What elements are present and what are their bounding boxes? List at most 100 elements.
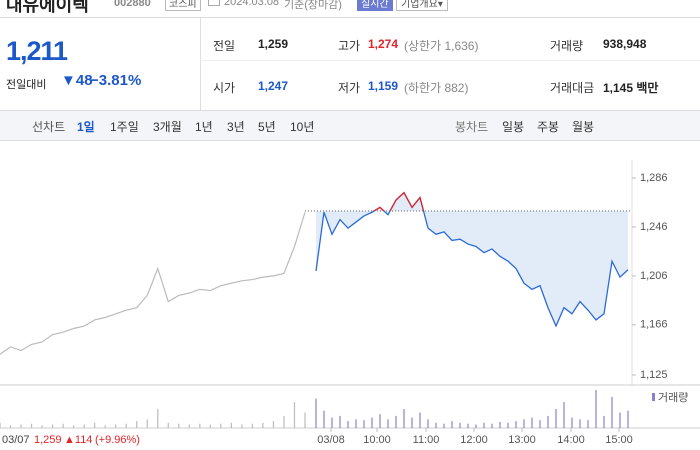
volume-bar <box>188 424 190 428</box>
volume-bar <box>251 423 254 428</box>
volume-bar <box>157 409 159 428</box>
volume-bar <box>41 425 43 428</box>
volume-bar <box>272 421 275 428</box>
stat-value: 938,948 <box>603 37 647 51</box>
stat-label: 거래대금 <box>550 81 595 95</box>
x-tick-label: 12:00 <box>460 434 488 446</box>
volume-bar <box>178 423 180 428</box>
stock-code: 002880 <box>114 0 151 9</box>
volume-bar <box>62 423 64 428</box>
divider <box>200 18 201 110</box>
volume-bar <box>220 423 222 428</box>
prev-change: ▲114 <box>64 434 93 446</box>
candle-tab[interactable]: 일봉 <box>502 120 525 134</box>
volume-bar <box>94 422 96 428</box>
y-tick-label: 1,246 <box>640 221 668 233</box>
stat-value: 1,247 <box>258 79 289 93</box>
y-tick-label: 1,166 <box>640 319 668 331</box>
period-tab[interactable]: 3년 <box>227 120 245 134</box>
divider <box>200 60 700 61</box>
line-chart-label: 선차트 <box>32 120 66 134</box>
volume-bar <box>262 422 264 428</box>
volume-bar <box>230 422 232 428</box>
volume-bar <box>483 422 485 428</box>
realtime-button[interactable]: 실시간 <box>357 0 393 11</box>
period-tab[interactable]: 1년 <box>195 120 213 134</box>
volume-bar <box>619 412 621 428</box>
volume-bar <box>627 410 629 428</box>
volume-bar <box>146 419 148 428</box>
volume-bar <box>293 402 296 428</box>
volume-bar <box>499 421 501 428</box>
stat-value: 1,159 <box>368 79 399 93</box>
change: ▼48 <box>61 72 93 89</box>
stat-label: 거래량 <box>550 39 584 53</box>
y-tick-label: 1,286 <box>640 172 668 184</box>
volume-bar <box>241 424 243 428</box>
volume-bar <box>475 424 477 428</box>
volume-bar <box>104 425 106 428</box>
candle-tab[interactable]: 월봉 <box>572 120 595 134</box>
stat-note: (상한가 1,636) <box>404 39 479 53</box>
volume-bar <box>547 415 549 428</box>
prev-date: 03/07 <box>2 434 30 446</box>
y-tick-label: 1,206 <box>640 270 668 282</box>
volume-bar <box>523 419 525 428</box>
volume-bar <box>199 423 201 428</box>
stat-value: 1,274 <box>368 37 399 51</box>
y-tick-label: 1,125 <box>640 369 668 381</box>
candle-tab[interactable]: 주봉 <box>537 120 560 134</box>
date: 2024.03.08 <box>224 0 280 8</box>
volume-bar <box>387 419 389 428</box>
volume-bar <box>20 424 22 428</box>
company-button[interactable]: 기업개요▾ <box>396 0 448 11</box>
calendar-icon <box>208 0 220 6</box>
divider <box>0 17 700 18</box>
volume-bar <box>209 424 211 428</box>
stat-label: 저가 <box>338 81 361 95</box>
volume-bar <box>339 415 341 428</box>
volume-bar <box>0 422 1 428</box>
period-tab[interactable]: 1주일 <box>110 120 139 134</box>
volume-bar <box>411 417 413 428</box>
volume-bar <box>603 415 605 428</box>
volume-bar <box>73 425 75 428</box>
volume-bar <box>331 417 333 428</box>
volume-bar <box>459 422 461 428</box>
legend-swatch <box>652 393 655 401</box>
volume-bar <box>587 420 589 428</box>
volume-bar <box>30 423 33 428</box>
basis: 기준(장마감) <box>284 0 342 11</box>
stat-label: 시가 <box>213 81 236 95</box>
volume-bar <box>435 422 437 428</box>
volume-bar <box>379 414 381 428</box>
change-value: 48 <box>75 72 93 89</box>
stock-name: 대유에이텍 <box>6 0 89 15</box>
volume-bar <box>515 421 517 428</box>
period-tab[interactable]: 1일 <box>77 120 95 134</box>
x-tick-label: 14:00 <box>557 434 585 446</box>
volume-bar <box>167 422 169 428</box>
period-tab[interactable]: 5년 <box>258 120 276 134</box>
volume-bar <box>579 419 581 428</box>
period-tab[interactable]: 3개월 <box>153 120 182 134</box>
legend-label: 거래량 <box>658 391 688 404</box>
stat-note: (하한가 882) <box>404 81 469 95</box>
volume-bar <box>83 424 85 428</box>
volume-bar <box>283 415 285 428</box>
volume-bar <box>395 415 397 428</box>
current-price: 1,211 <box>6 36 68 66</box>
volume-bar <box>323 410 325 428</box>
volume-bar <box>136 421 138 428</box>
volume-bar <box>595 390 597 428</box>
tab-bar <box>0 110 700 141</box>
x-tick-label: 03/08 <box>317 434 345 446</box>
change-label: 전일대비 <box>6 79 47 91</box>
prev-change-value: 114 <box>74 434 93 446</box>
period-tab[interactable]: 10년 <box>290 120 315 134</box>
x-tick-label: 11:00 <box>413 434 440 446</box>
stat-value: 1,259 <box>258 37 289 51</box>
stat-label: 전일 <box>213 39 236 53</box>
